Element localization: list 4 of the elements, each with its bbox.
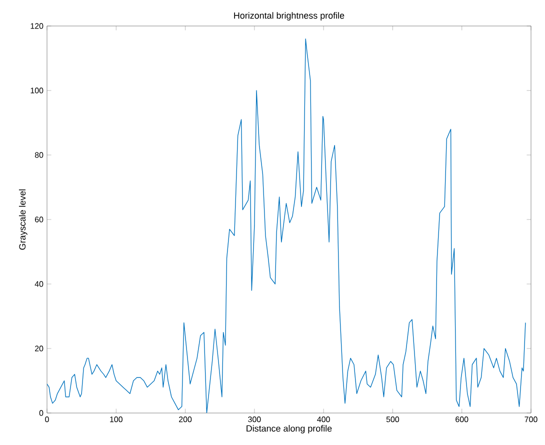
chart-title: Horizontal brightness profile <box>234 12 344 20</box>
x-axis-title: Distance along profile <box>246 425 332 434</box>
line-series <box>47 38 526 413</box>
y-axis-title: Grayscale level <box>18 189 28 250</box>
